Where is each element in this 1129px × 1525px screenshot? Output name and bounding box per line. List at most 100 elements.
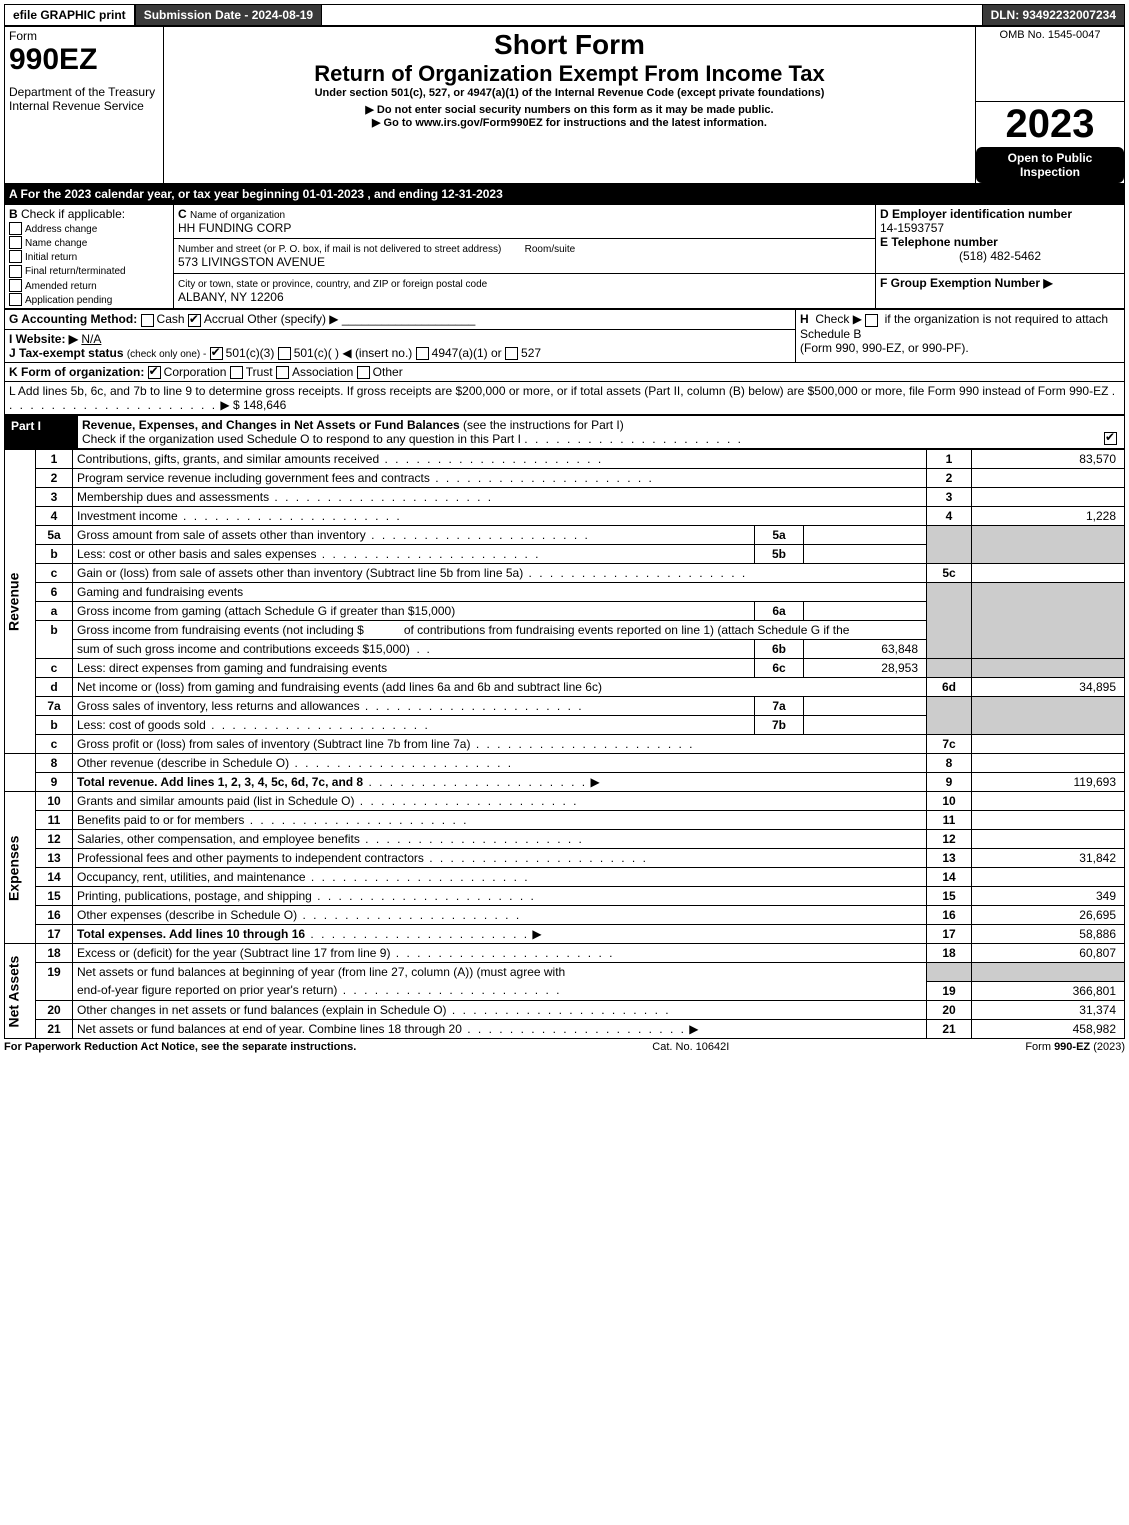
- line-6a-mid: 6a: [755, 602, 804, 621]
- other-org-checkbox[interactable]: [357, 366, 370, 379]
- section-l-value: ▶ $ 148,646: [220, 398, 286, 412]
- submission-date-button[interactable]: Submission Date - 2024-08-19: [136, 5, 322, 25]
- line-12-col: 12: [927, 830, 972, 849]
- initial-return-label: Initial return: [25, 252, 77, 263]
- line-7b-midval: [804, 716, 927, 735]
- line-5a-num: 5a: [36, 526, 73, 545]
- line-19-value: 366,801: [972, 981, 1125, 1000]
- 4947-checkbox[interactable]: [416, 347, 429, 360]
- final-return-checkbox[interactable]: [9, 265, 22, 278]
- line-7a-num: 7a: [36, 697, 73, 716]
- line-18-col: 18: [927, 944, 972, 963]
- part1-title: Revenue, Expenses, and Changes in Net As…: [82, 418, 460, 432]
- amended-return-checkbox[interactable]: [9, 279, 22, 292]
- section-a: A For the 2023 calendar year, or tax yea…: [4, 184, 1125, 204]
- line-6b-text3: sum of such gross income and contributio…: [77, 642, 410, 656]
- line-17-num: 17: [36, 925, 73, 944]
- initial-return-checkbox[interactable]: [9, 250, 22, 263]
- short-form-title: Short Form: [168, 29, 971, 61]
- line-6d-num: d: [36, 678, 73, 697]
- section-h-label: H: [800, 312, 809, 326]
- line-11-num: 11: [36, 811, 73, 830]
- line-11-value: [972, 811, 1125, 830]
- efile-print-button[interactable]: efile GRAPHIC print: [5, 5, 136, 25]
- corp-checkbox[interactable]: [148, 366, 161, 379]
- final-return-label: Final return/terminated: [25, 266, 126, 277]
- 501c3-checkbox[interactable]: [210, 347, 223, 360]
- accrual-label: Accrual: [204, 312, 244, 326]
- line-16-num: 16: [36, 906, 73, 925]
- line-7b-text: Less: cost of goods sold: [77, 718, 206, 732]
- name-change-checkbox[interactable]: [9, 236, 22, 249]
- city-label: City or town, state or province, country…: [178, 279, 487, 290]
- line-17-text: Total expenses. Add lines 10 through 16: [77, 927, 305, 941]
- line-6-num: 6: [36, 583, 73, 602]
- section-k-label: K Form of organization:: [9, 365, 144, 379]
- line-1-num: 1: [36, 450, 73, 469]
- corp-label: Corporation: [164, 365, 227, 379]
- line-20-value: 31,374: [972, 1000, 1125, 1019]
- street-value: 573 LIVINGSTON AVENUE: [178, 255, 325, 269]
- line-1-value: 83,570: [972, 450, 1125, 469]
- line-21-value: 458,982: [972, 1019, 1125, 1038]
- section-e-label: E Telephone number: [880, 235, 998, 249]
- goto-link[interactable]: ▶ Go to www.irs.gov/Form990EZ for instru…: [168, 116, 971, 129]
- trust-checkbox[interactable]: [230, 366, 243, 379]
- address-change-checkbox[interactable]: [9, 222, 22, 235]
- part1-sub: (see the instructions for Part I): [463, 418, 624, 432]
- line-10-value: [972, 792, 1125, 811]
- line-6a-text: Gross income from gaming (attach Schedul…: [77, 604, 455, 618]
- line-8-num: 8: [36, 754, 73, 773]
- no-ssn-notice: ▶ Do not enter social security numbers o…: [168, 103, 971, 116]
- footer-right: Form 990-EZ (2023): [1025, 1041, 1125, 1053]
- line-5b-text: Less: cost or other basis and sales expe…: [77, 547, 316, 561]
- other-org-label: Other: [373, 365, 403, 379]
- line-20-col: 20: [927, 1000, 972, 1019]
- 501c3-label: 501(c)(3): [226, 346, 275, 360]
- 501c-checkbox[interactable]: [278, 347, 291, 360]
- h-check-text: Check ▶: [815, 312, 862, 326]
- website-value: N/A: [81, 332, 101, 346]
- 527-checkbox[interactable]: [505, 347, 518, 360]
- line-7b-num: b: [36, 716, 73, 735]
- footer-catno: Cat. No. 10642I: [652, 1041, 729, 1053]
- line-19-text1: Net assets or fund balances at beginning…: [77, 965, 565, 979]
- cash-label: Cash: [157, 312, 185, 326]
- line-6b-mid: 6b: [755, 640, 804, 659]
- h-checkbox[interactable]: [865, 314, 878, 327]
- line-13-col: 13: [927, 849, 972, 868]
- telephone-value: (518) 482-5462: [880, 249, 1120, 263]
- application-pending-checkbox[interactable]: [9, 293, 22, 306]
- line-5c-text: Gain or (loss) from sale of assets other…: [77, 566, 523, 580]
- assoc-checkbox[interactable]: [276, 366, 289, 379]
- line-10-num: 10: [36, 792, 73, 811]
- tax-year: 2023: [976, 102, 1124, 147]
- line-19-col: 19: [927, 981, 972, 1000]
- under-section: Under section 501(c), 527, or 4947(a)(1)…: [168, 87, 971, 99]
- return-title: Return of Organization Exempt From Incom…: [168, 61, 971, 87]
- open-public-inspection: Open to Public Inspection: [976, 147, 1124, 183]
- part1-schedule-o-checkbox[interactable]: [1104, 432, 1117, 445]
- sections-b-through-f: B Check if applicable: Address change Na…: [4, 204, 1125, 310]
- line-2-num: 2: [36, 469, 73, 488]
- line-10-col: 10: [927, 792, 972, 811]
- line-15-num: 15: [36, 887, 73, 906]
- top-bar: efile GRAPHIC print Submission Date - 20…: [4, 4, 1125, 26]
- line-12-value: [972, 830, 1125, 849]
- line-14-value: [972, 868, 1125, 887]
- form-number: 990EZ: [9, 43, 159, 77]
- sections-g-through-l: G Accounting Method: Cash Accrual Other …: [4, 309, 1125, 415]
- line-7c-num: c: [36, 735, 73, 754]
- section-a-text: A For the 2023 calendar year, or tax yea…: [5, 184, 1125, 203]
- line-5b-midval: [804, 545, 927, 564]
- line-11-text: Benefits paid to or for members: [77, 813, 244, 827]
- dept-treasury: Department of the Treasury: [9, 85, 159, 99]
- accrual-checkbox[interactable]: [188, 314, 201, 327]
- cash-checkbox[interactable]: [141, 314, 154, 327]
- amended-return-label: Amended return: [25, 281, 97, 292]
- line-7a-midval: [804, 697, 927, 716]
- line-2-value: [972, 469, 1125, 488]
- line-6b-text1: Gross income from fundraising events (no…: [77, 623, 364, 637]
- check-if-applicable: Check if applicable:: [21, 207, 125, 221]
- line-7c-value: [972, 735, 1125, 754]
